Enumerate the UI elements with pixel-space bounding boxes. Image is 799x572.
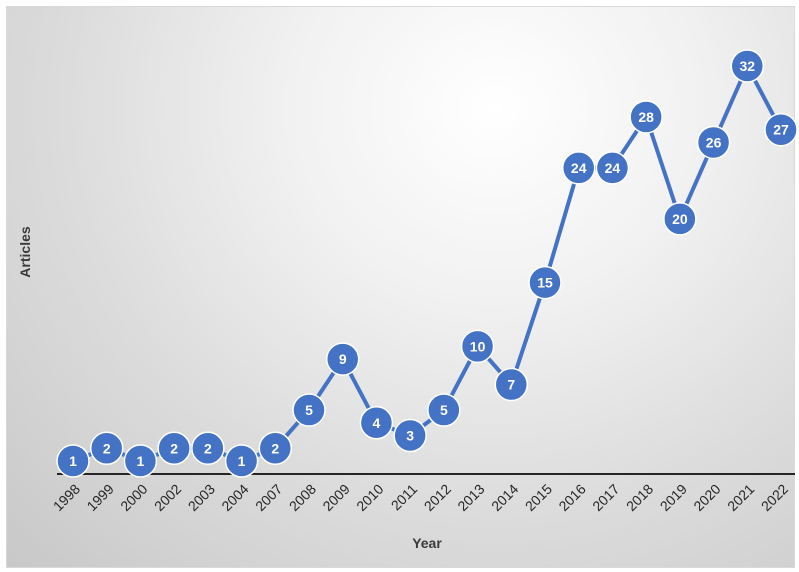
x-tick-label: 1998 (50, 481, 83, 514)
data-point: 5 (427, 393, 461, 427)
data-label: 10 (470, 338, 486, 354)
x-tick-label: 2017 (589, 481, 622, 514)
x-tick-label: 2016 (555, 481, 588, 514)
data-point: 28 (629, 100, 663, 134)
x-tick-label: 2011 (388, 481, 421, 514)
x-tick-label: 2004 (218, 481, 251, 514)
point-marker (494, 367, 529, 402)
data-label: 1 (69, 453, 77, 469)
data-label: 26 (706, 134, 722, 150)
x-tick-label: 2014 (488, 481, 521, 514)
x-tick-label: 2008 (286, 481, 319, 514)
point-marker (427, 393, 461, 427)
data-label: 28 (638, 109, 654, 125)
point-marker (89, 431, 124, 466)
x-tick-label: 2020 (690, 481, 723, 514)
data-point: 24 (595, 151, 630, 185)
data-point: 26 (696, 125, 731, 160)
data-label: 5 (440, 402, 448, 418)
x-tick-label: 2013 (454, 481, 487, 514)
data-label: 9 (339, 351, 347, 367)
x-tick-label: 2002 (151, 481, 184, 514)
point-marker (595, 151, 630, 185)
data-point: 20 (663, 202, 697, 236)
data-point: 10 (460, 329, 495, 364)
data-point: 2 (157, 431, 191, 466)
point-marker (696, 125, 731, 160)
data-label: 3 (406, 428, 414, 444)
data-label: 15 (537, 275, 553, 291)
x-tick-label: 2015 (522, 481, 555, 514)
data-point: 2 (89, 431, 124, 466)
point-marker (561, 151, 596, 185)
x-tick-label: 2010 (353, 481, 386, 514)
data-point: 4 (359, 406, 394, 440)
data-label: 20 (672, 211, 688, 227)
data-point: 2 (258, 431, 293, 466)
x-tick-label: 2009 (319, 481, 352, 514)
x-tick-label: 2012 (421, 481, 454, 514)
data-point: 1 (123, 444, 158, 478)
data-point: 15 (528, 265, 562, 300)
x-tick-label: 2018 (623, 481, 656, 514)
data-label: 7 (507, 377, 515, 393)
data-label: 24 (605, 160, 621, 176)
data-label: 27 (773, 122, 789, 138)
point-marker (325, 342, 360, 376)
point-marker (224, 444, 259, 478)
point-marker (629, 100, 663, 134)
x-tick-labels: 1998 1999 2000 2002 2003 2004 2007 2008 2009 2010… (50, 481, 791, 514)
series-line (72, 64, 783, 463)
point-marker (56, 444, 90, 478)
data-point: 27 (764, 112, 798, 147)
data-point: 1 (224, 444, 259, 478)
point-marker (528, 265, 562, 300)
data-point: 9 (325, 342, 360, 376)
point-marker (157, 431, 191, 466)
data-label: 32 (739, 58, 755, 74)
point-marker (191, 431, 225, 466)
data-label: 2 (271, 440, 279, 456)
point-marker (359, 406, 394, 440)
data-point: 1 (56, 444, 90, 478)
data-label: 2 (170, 440, 178, 456)
data-label: 1 (238, 453, 246, 469)
data-point: 7 (494, 367, 529, 402)
x-tick-label: 2022 (758, 481, 791, 514)
x-tick-label: 2007 (252, 481, 285, 514)
data-label: 2 (103, 440, 111, 456)
data-point: 5 (292, 393, 326, 427)
data-point: 3 (393, 418, 427, 453)
series-line-layer (72, 64, 783, 463)
x-axis-title: Year (412, 535, 442, 551)
point-marker (663, 202, 697, 236)
x-tick-label: 2003 (185, 481, 218, 514)
data-label: 4 (373, 415, 381, 431)
point-marker (258, 431, 293, 466)
point-marker (292, 393, 326, 427)
x-tick-label: 2021 (724, 481, 757, 514)
x-tick-label: 1999 (83, 481, 116, 514)
data-point: 24 (561, 151, 596, 185)
data-point: 2 (191, 431, 225, 466)
point-marker (393, 418, 427, 453)
x-tick-label: 2000 (117, 481, 150, 514)
point-marker (730, 49, 765, 83)
x-tick-label: 2019 (657, 481, 690, 514)
data-label: 24 (571, 160, 587, 176)
data-points: 1 2 1 2 2 1 2 5 9 4 3 5 10 7 15 24 24 28 20 26 32 27 (56, 49, 798, 478)
data-label: 2 (204, 440, 212, 456)
data-label: 5 (305, 402, 313, 418)
point-marker (123, 444, 158, 478)
data-point: 32 (730, 49, 765, 83)
point-marker (764, 112, 798, 147)
y-axis-title: Articles (17, 226, 33, 278)
data-label: 1 (137, 453, 145, 469)
point-marker (460, 329, 495, 364)
